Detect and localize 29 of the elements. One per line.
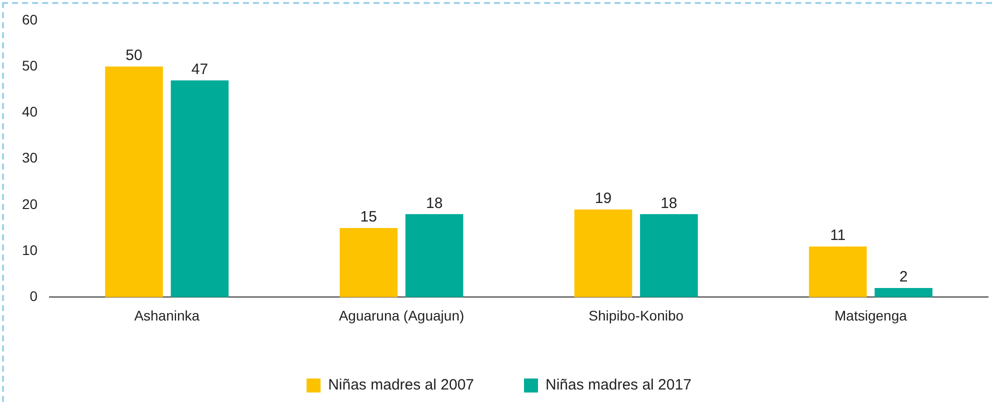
bar: [808, 246, 867, 298]
y-tick-label: 40: [22, 104, 38, 120]
x-tick-label: Ashaninka: [134, 307, 200, 324]
x-tick-label: Matsigenga: [834, 307, 908, 324]
y-tick-label: 0: [30, 288, 38, 304]
data-label: 50: [126, 47, 142, 64]
bar: [105, 66, 163, 298]
data-label: 15: [360, 208, 377, 226]
y-tick-label: 30: [22, 150, 38, 166]
data-label: 18: [426, 194, 443, 212]
legend-label: Niñas madres al 2007: [328, 376, 474, 394]
y-tick-label: 20: [22, 196, 38, 212]
data-label: 2: [899, 268, 908, 286]
data-label: 19: [594, 190, 612, 208]
data-label: 18: [660, 194, 678, 212]
y-tick-label: 50: [22, 57, 38, 74]
x-tick-label: Shipibo-Konibo: [588, 307, 684, 324]
x-tick-label: Aguaruna (Aguajun): [338, 307, 464, 324]
data-label: 47: [191, 61, 208, 78]
data-label: 11: [830, 227, 846, 244]
legend-label: Niñas madres al 2017: [546, 376, 692, 394]
y-tick-label: 60: [22, 11, 38, 28]
bar: [874, 288, 932, 298]
bar: [170, 80, 229, 298]
bar: [640, 214, 698, 298]
y-tick-label: 10: [22, 242, 38, 258]
bar: [574, 210, 632, 298]
bar: [405, 214, 464, 298]
bar: [340, 228, 398, 298]
